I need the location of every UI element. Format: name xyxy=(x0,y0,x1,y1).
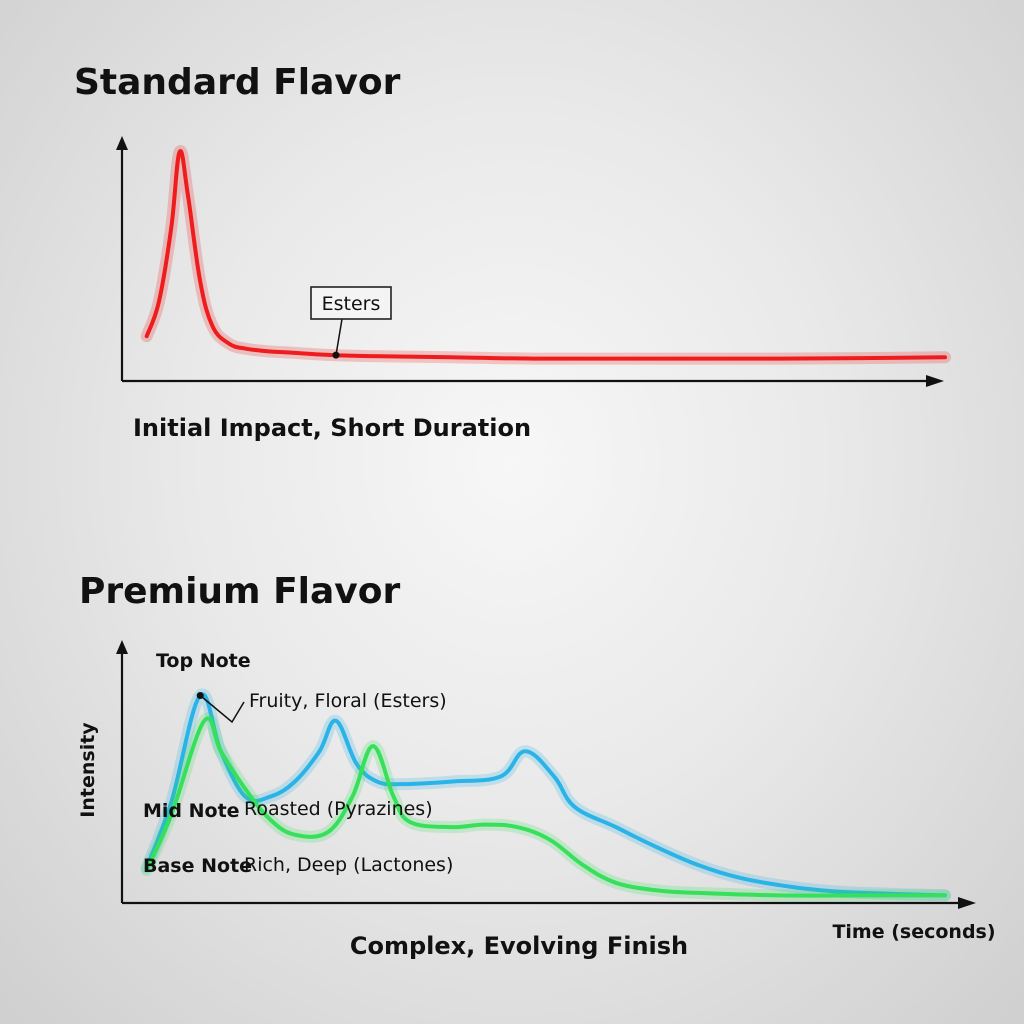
standard-flavor-chart: Standard Flavor Esters Initial Impact, S… xyxy=(74,62,951,442)
chart-title-premium: Premium Flavor xyxy=(79,571,401,612)
rich-deep-label: Rich, Deep (Lactones) xyxy=(244,854,453,876)
esters-label: Esters xyxy=(322,293,381,315)
series-group-premium xyxy=(140,688,951,902)
fruity-leader-line xyxy=(199,694,245,724)
series-line-1-1 xyxy=(144,716,947,898)
y-axis-arrow-premium xyxy=(116,640,128,654)
series-line-1-0 xyxy=(144,692,947,898)
roasted-label: Roasted (Pyrazines) xyxy=(244,798,433,820)
y-axis-arrow-standard xyxy=(116,136,128,150)
top-note-label: Top Note xyxy=(156,650,251,672)
premium-flavor-chart: Premium Flavor Intensity Time (seconds) … xyxy=(77,571,996,960)
x-axis-arrow-standard xyxy=(926,375,944,387)
x-axis-arrow-premium xyxy=(958,897,976,909)
chart-title-standard: Standard Flavor xyxy=(74,62,401,103)
series-glow-0-0 xyxy=(140,145,951,365)
chart-subtitle-premium: Complex, Evolving Finish xyxy=(350,932,688,960)
esters-label-box xyxy=(310,286,392,320)
esters-leader-line xyxy=(335,318,343,356)
base-note-label: Base Note xyxy=(143,855,252,877)
chart-subtitle-standard: Initial Impact, Short Duration xyxy=(133,414,531,442)
mid-note-label: Mid Note xyxy=(143,800,240,822)
series-line-0-0 xyxy=(144,149,947,361)
y-axis-title-premium: Intensity xyxy=(77,722,99,818)
fruity-floral-label: Fruity, Floral (Esters) xyxy=(249,690,447,712)
x-axis-title-premium: Time (seconds) xyxy=(832,921,995,943)
series-group-standard xyxy=(140,145,951,365)
